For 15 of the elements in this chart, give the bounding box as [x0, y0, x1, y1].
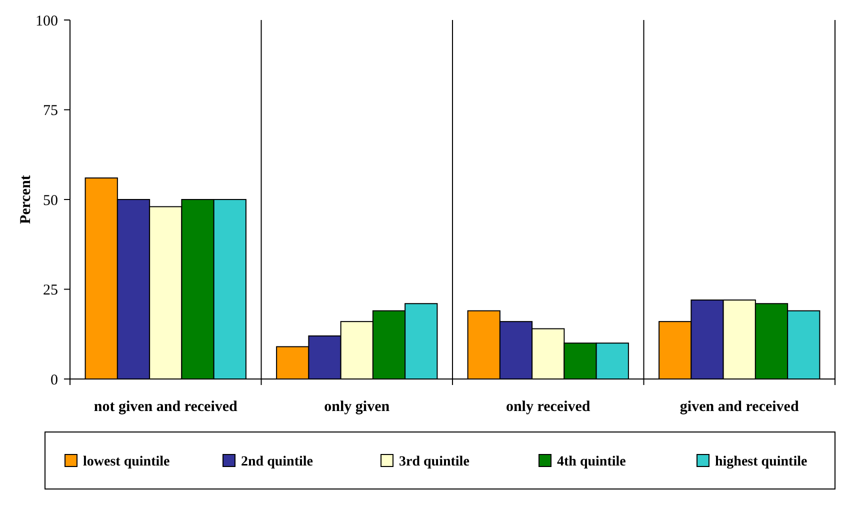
x-tick-label: not given and received [94, 399, 238, 415]
legend-label: 3rd quintile [399, 454, 470, 470]
y-tick-label: 75 [43, 103, 58, 119]
legend-label: 4th quintile [557, 454, 626, 470]
x-tick-label: only given [324, 399, 390, 415]
legend-label: lowest quintile [83, 454, 170, 470]
y-tick-label: 25 [43, 282, 58, 298]
legend-label: highest quintile [715, 454, 808, 470]
legend-label: 2nd quintile [241, 454, 313, 470]
x-tick-label: given and received [680, 399, 800, 415]
x-tick-label: only received [506, 399, 591, 415]
y-tick-label: 50 [43, 192, 58, 209]
y-tick-label: 0 [50, 372, 58, 388]
y-axis-title: Percent [18, 175, 34, 224]
y-tick-label: 100 [36, 13, 58, 30]
